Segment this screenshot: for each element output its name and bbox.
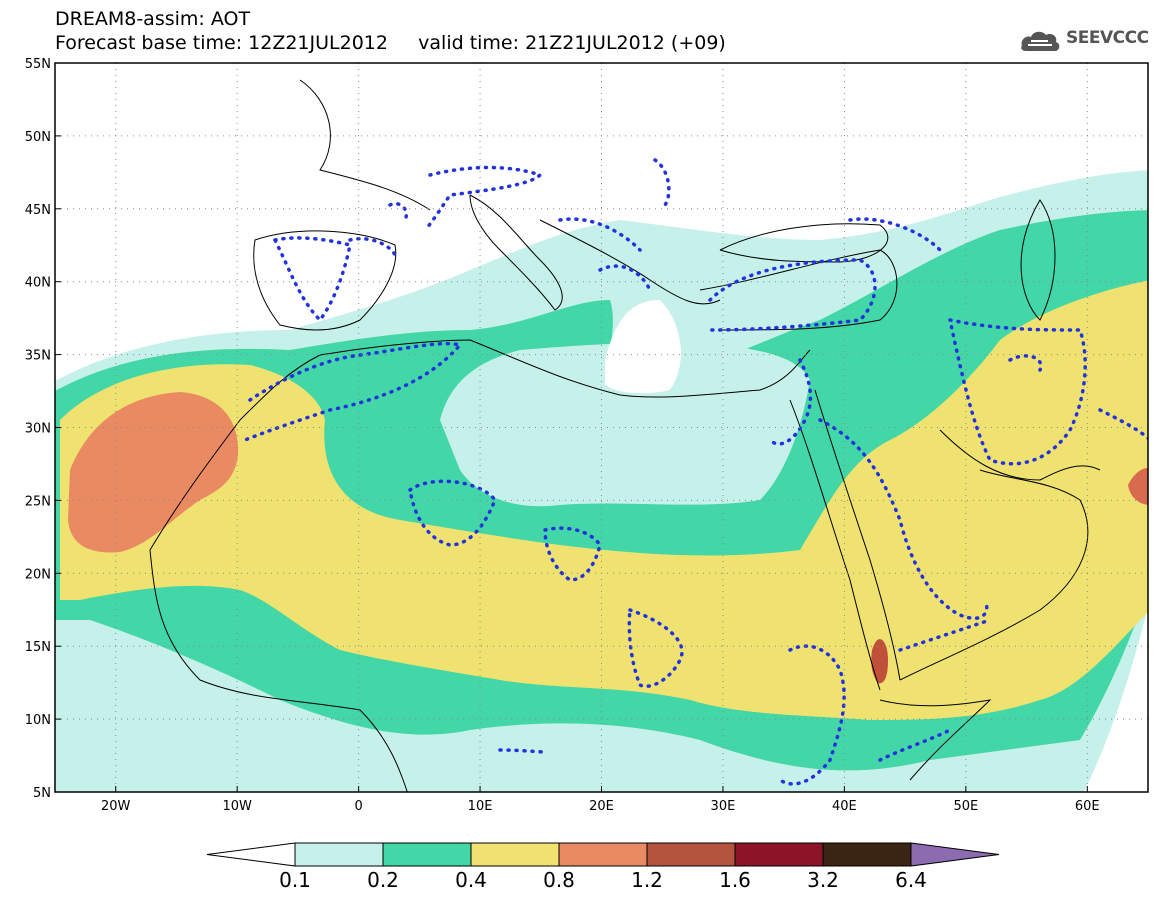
contour-somalia [878, 728, 952, 762]
graticule [55, 63, 1148, 792]
latitude-axis: 55N 50N 45N 40N 35N 30N 25N 20N 15N 10N 5N [25, 57, 61, 801]
lat-label: 40N [25, 276, 51, 291]
colorbar-tick-label: 1.2 [631, 868, 663, 892]
contour-pyrenees [388, 202, 408, 222]
lon-label: 10E [468, 799, 493, 814]
lon-label: 0 [354, 799, 362, 814]
lat-label: 25N [25, 494, 51, 509]
contour-darfur [627, 607, 684, 688]
colorbar-tick-label: 3.2 [807, 868, 839, 892]
lat-label: 5N [33, 786, 51, 801]
aot-band-0.8-redsea [871, 639, 888, 684]
map-title: DREAM8-assim: AOT [55, 8, 251, 30]
map-subtitle: Forecast base time: 12Z21JUL2012 valid t… [55, 32, 726, 54]
lat-label: 45N [25, 203, 51, 218]
contour-balkans [558, 217, 642, 252]
colorbar-swatch [734, 842, 824, 867]
coastlines [149, 79, 1101, 792]
colorbar-tick-label: 0.1 [279, 868, 311, 892]
colorbar-swatch [558, 842, 648, 867]
aot-band-low-med [605, 300, 681, 394]
italy-coast [469, 194, 563, 311]
lon-label: 20W [101, 799, 131, 814]
aot-field [55, 170, 1148, 792]
lat-label: 15N [25, 640, 51, 655]
colorbar-under-arrow [206, 842, 296, 867]
north-africa-coast [149, 339, 811, 551]
balkans-coast [539, 219, 721, 305]
france-uk-coast [299, 79, 431, 211]
colorbar [206, 842, 1000, 867]
contour-tibesti [543, 526, 602, 582]
horn-africa-coast [879, 699, 992, 781]
contour-iberia-east [348, 237, 397, 257]
contour-maghreb [243, 341, 464, 442]
aot-band-0.4 [60, 280, 1148, 720]
colorbar-tick-label: 0.8 [543, 868, 575, 892]
lon-label: 60E [1075, 799, 1100, 814]
longitude-axis: 20W 10W 0 10E 20E 30E 40E 50E 60E [101, 786, 1100, 814]
contour-ethiopia [778, 644, 846, 786]
turkey-coast [699, 249, 898, 331]
aot-dotted-contours [243, 158, 1148, 786]
aot-band-0.1-libya [440, 342, 810, 507]
contour-levant [768, 358, 813, 446]
colorbar-tick-label: 0.2 [367, 868, 399, 892]
red-sea-coast-east [814, 389, 901, 681]
contour-zagros [1008, 354, 1043, 372]
lon-label: 10W [222, 799, 252, 814]
caspian-coast [1020, 199, 1056, 321]
contour-arabia [818, 418, 989, 621]
aot-band-0.8-canary [68, 392, 239, 553]
lat-label: 10N [25, 713, 51, 728]
contour-alps [423, 165, 544, 232]
colorbar-over-arrow [910, 842, 1000, 867]
west-africa-coast [149, 549, 408, 792]
iberia-coast [253, 230, 397, 331]
cloud-logo-icon [1021, 31, 1060, 51]
contour-afghan [1098, 408, 1148, 441]
contour-iran [947, 317, 1087, 466]
colorbar-tick-label: 0.4 [455, 868, 487, 892]
colorbar-tick-label: 1.6 [719, 868, 751, 892]
contour-iberia [272, 236, 353, 323]
contour-yemen [898, 618, 992, 652]
contour-carpathians [653, 158, 671, 207]
black-sea-coast [719, 223, 889, 263]
lon-label: 40E [832, 799, 857, 814]
colorbar-swatch [382, 842, 472, 867]
lat-label: 55N [25, 57, 51, 72]
contour-hoggar [408, 479, 497, 547]
colorbar-swatch [646, 842, 736, 867]
arabia-coast [899, 469, 1089, 681]
colorbar-swatch [294, 842, 384, 867]
lon-label: 50E [953, 799, 978, 814]
contour-anatolia [708, 258, 877, 332]
colorbar-swatch [822, 842, 912, 867]
colorbar-swatch [470, 842, 560, 867]
contour-caucasus [848, 217, 942, 252]
lat-label: 20N [25, 567, 51, 582]
colorbar-tick-label: 6.4 [895, 868, 927, 892]
lon-label: 20E [589, 799, 614, 814]
persian-gulf-coast [939, 429, 1101, 481]
lat-label: 50N [25, 130, 51, 145]
aot-band-0.8-oman [1128, 468, 1148, 505]
lon-label: 30E [711, 799, 736, 814]
lat-label: 35N [25, 349, 51, 364]
contour-greece [598, 264, 652, 292]
logo-text: SEEVCCC [1066, 28, 1149, 48]
lat-label: 30N [25, 422, 51, 437]
